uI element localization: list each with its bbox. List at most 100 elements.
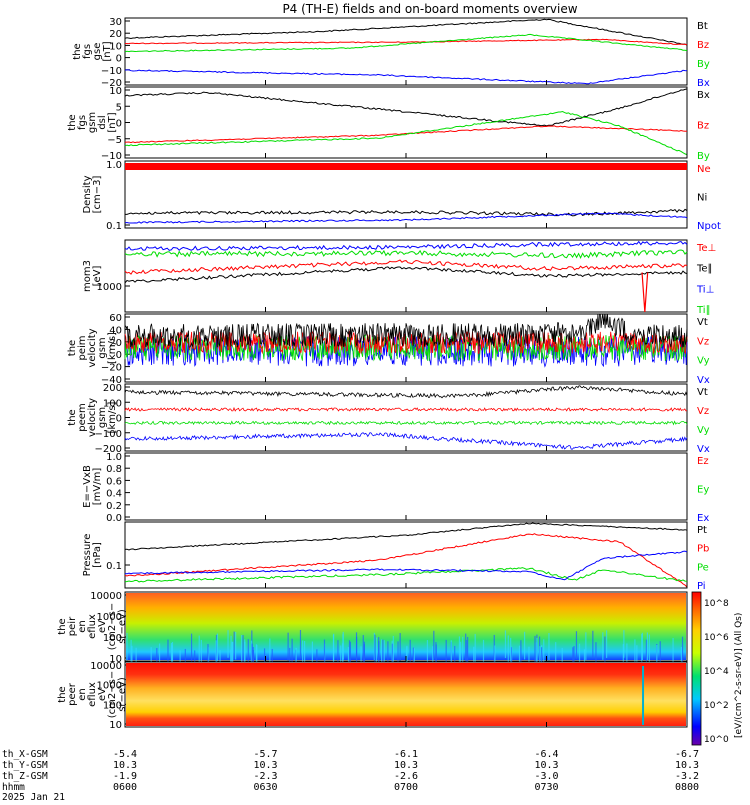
spectrogram-cell [543,639,545,667]
y-tick-label: −5 [107,135,122,146]
series-Bz [124,38,688,46]
spectrogram-cell [216,633,219,662]
spectrogram-cell [170,643,173,671]
y-axis-label-line: Density [82,175,93,213]
spectrogram-cell [374,634,376,663]
plot-frame [124,452,688,521]
spectrogram-cell [659,641,661,669]
series-Bx [124,69,688,85]
legend-entry: Pi [697,581,706,592]
series-Bz [124,125,688,144]
traces [124,163,688,224]
y-tick-label: −200 [95,444,122,455]
y-axis-label-line: fgs [82,44,93,59]
y-axis-label-line: sr−eV) [117,609,128,644]
spectrogram-cell [299,630,302,658]
spectrogram-cell [604,636,606,665]
y-tick-label: 0 [116,119,122,130]
spectrogram-cell [572,647,574,675]
y-tick-label: −20 [101,78,122,89]
x-tick-label: -5.4 [113,749,137,760]
spectrogram-cell [636,645,638,673]
spectrogram-cell [622,644,624,672]
y-tick-label: 10000 [90,591,122,602]
y-axis-label: mom3 [eV] [82,260,103,292]
series-Ni [125,208,688,217]
spectrogram-cell [520,640,522,668]
series-Tiperp [124,240,688,251]
legend-entry: Vz [697,336,709,347]
spectrogram-cell [387,641,389,669]
y-tick-label: −20 [101,363,122,374]
spectrogram-cell [541,647,543,675]
y-tick-label: 100 [103,700,122,711]
panel-9: 10000 1000 100 10 the peir en eflux eV (cm2−s− sr−… [57,591,688,679]
spectrogram-cell [171,642,174,670]
legend-entry: Te⊥ [696,243,716,254]
legend-entry: Bt [697,21,708,32]
legend-entry: By [697,151,710,162]
axis-row-label: th_X-GSM [2,749,48,760]
spectrogram-cell [534,635,536,664]
y-axis-label-line: sr−eV) [117,677,128,712]
y-axis-label-line: peer [67,682,78,706]
colorbar: 10^8 10^6 10^4 10^2 10^0 [eV/(cm^2-s-sr-… [691,591,744,746]
plot-frame [124,17,688,86]
x-tick-label: 10.3 [113,760,137,771]
panel-6: 200 100 0 −100 −200 the peem velocity gsm [km/s] V… [67,383,710,455]
spectrogram-cell [242,635,244,663]
x-tick-label: 0730 [534,782,558,793]
spectrogram-cell [623,630,625,658]
spectrogram-cell [648,634,650,663]
y-tick-label: 0.6 [106,476,122,487]
y-axis-label-line: [km/s] [107,332,118,364]
spectrogram-cell [232,641,234,670]
y-axis-label-line: [nT] [107,112,118,132]
legend-entry: Pt [697,525,707,536]
spectrogram-cell [474,633,476,662]
y-tick-label: 0.1 [106,221,122,232]
y-tick-label: 0 [116,414,122,425]
series-Pi [124,550,688,581]
y-axis-label-line: en [77,688,88,701]
legend-entry: Ey [697,485,709,496]
x-tick-label: -2.6 [394,771,418,782]
y-tick-label: −100 [95,429,122,440]
x-tick-label: -1.9 [113,771,137,782]
spectrogram-cell [230,635,232,664]
y-tick-label: 100 [103,633,122,644]
spectrogram-cell [578,643,581,672]
series-Bt [124,18,688,46]
spectrogram-cell [375,637,378,666]
y-tick-label: 40 [109,325,122,336]
series-Tipar [124,249,688,259]
y-axis-label-line: velocity [87,328,98,367]
y-tick-label: 10000 [90,661,122,672]
legend-entry: Npot [697,221,721,232]
spectrogram-cell [548,633,550,661]
spectrogram-cell [494,645,496,674]
panel-10: 10000 1000 100 10 the peer en eflux eV (cm2−s− sr−… [57,661,688,731]
y-axis-label-line: Pressure [82,534,93,577]
spectrogram-cell [255,644,258,672]
y-tick-label: 30 [109,17,122,28]
axis-row-label: hhmm [2,782,25,793]
spectrogram-cell [432,646,434,674]
y-axis-label-line: [eV] [92,266,103,287]
series-By [124,33,688,53]
spectrogram-cell [227,630,229,658]
spectrogram-cell [311,641,314,670]
series-Pt [124,522,688,551]
spectrogram-cell [450,640,452,668]
spectrogram-cell [473,646,475,675]
x-tick-label: -6.4 [534,749,558,760]
legend-entry: Vt [697,387,708,398]
y-axis-label-line: the [72,43,83,59]
y-tick-label: 60 [109,313,122,324]
y-axis-label: the peer en eflux eV (cm2−s− sr−eV) [57,671,128,718]
y-axis-label: E=−VxB [mV/m] [82,465,103,508]
spectrogram-cell [504,630,507,659]
